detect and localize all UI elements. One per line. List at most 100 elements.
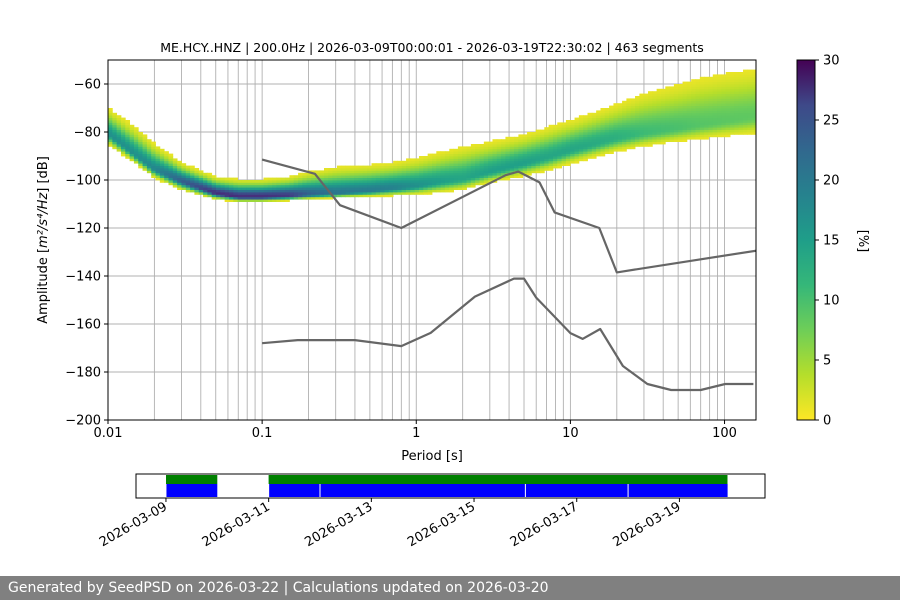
heatmap-cell: [488, 160, 493, 164]
heatmap-cell: [198, 172, 204, 176]
heatmap-cell: [216, 189, 221, 193]
heatmap-cell: [470, 168, 476, 171]
heatmap-cell: [185, 187, 191, 190]
heatmap-cell: [414, 170, 420, 174]
heatmap-cell: [151, 168, 156, 171]
heatmap-cell: [436, 177, 442, 181]
heatmap-cell: [751, 91, 756, 94]
heatmap-cell: [695, 103, 701, 106]
heatmap-cell: [596, 120, 601, 123]
heatmap-cell: [643, 124, 649, 128]
heatmap-cell: [410, 182, 416, 186]
heatmap-cell: [734, 76, 740, 80]
heatmap-cell: [250, 192, 256, 195]
heatmap-cell: [211, 192, 217, 195]
heatmap-cell: [630, 98, 636, 102]
heatmap-cell: [457, 148, 463, 152]
heatmap-cell: [587, 139, 593, 142]
heatmap-cell: [410, 165, 416, 169]
heatmap-cell: [570, 124, 575, 128]
heatmap-cell: [492, 177, 498, 181]
heatmap-cell: [613, 122, 619, 126]
heatmap-cell: [544, 163, 550, 166]
heatmap-cell: [596, 117, 601, 121]
heatmap-cell: [116, 117, 122, 121]
heatmap-cell: [289, 192, 295, 195]
heatmap-cell: [181, 163, 187, 166]
heatmap-cell: [129, 127, 135, 130]
heatmap-cell: [717, 120, 722, 123]
heatmap-cell: [492, 175, 498, 178]
heatmap-cell: [527, 146, 532, 150]
heatmap-cell: [505, 163, 511, 166]
heatmap-cell: [440, 158, 446, 162]
heatmap-cell: [198, 170, 204, 174]
heatmap-cell: [622, 108, 627, 111]
heatmap-cell: [159, 165, 165, 169]
heatmap-cell: [583, 124, 588, 128]
heatmap-cell: [272, 194, 277, 198]
heatmap-cell: [241, 192, 247, 195]
heatmap-cell: [565, 124, 571, 128]
heatmap-cell: [358, 194, 364, 198]
heatmap-cell: [682, 81, 688, 85]
heatmap-cell: [146, 144, 152, 147]
heatmap-cell: [734, 86, 740, 90]
heatmap-cell: [393, 168, 398, 171]
heatmap-cell: [509, 144, 515, 147]
heatmap-cell: [635, 98, 640, 102]
heatmap-cell: [639, 108, 645, 111]
heatmap-cell: [319, 184, 325, 188]
heatmap-cell: [725, 103, 731, 106]
heatmap-cell: [578, 117, 584, 121]
heatmap-cell: [557, 160, 562, 164]
colorbar-tick-label: 10: [823, 294, 840, 309]
colorbar-tick-label: 30: [823, 54, 840, 69]
heatmap-cell: [427, 175, 433, 178]
heatmap-cell: [743, 86, 748, 90]
heatmap-cell: [423, 182, 429, 186]
heatmap-cell: [457, 175, 463, 178]
heatmap-cell: [544, 168, 550, 171]
heatmap-cell: [319, 177, 325, 181]
heatmap-cell: [691, 93, 696, 97]
heatmap-cell: [747, 110, 753, 114]
heatmap-cell: [691, 132, 696, 135]
heatmap-cell: [216, 177, 221, 181]
heatmap-cell: [708, 88, 714, 92]
heatmap-cell: [419, 177, 424, 181]
heatmap-cell: [656, 112, 662, 116]
heatmap-cell: [483, 160, 489, 164]
heatmap-cell: [561, 163, 567, 166]
heatmap-cell: [686, 108, 692, 111]
heatmap-cell: [371, 180, 377, 183]
heatmap-cell: [600, 144, 606, 147]
heatmap-cell: [371, 187, 377, 190]
heatmap-cell: [712, 93, 718, 97]
heatmap-cell: [112, 124, 118, 128]
heatmap-cell: [673, 139, 679, 142]
heatmap-cell: [401, 165, 407, 169]
heatmap-cell: [717, 91, 722, 94]
heatmap-cell: [203, 180, 208, 183]
heatmap-cell: [518, 141, 524, 145]
heatmap-cell: [120, 141, 126, 145]
heatmap-cell: [440, 189, 446, 193]
heatmap-cell: [548, 148, 554, 152]
heatmap-cell: [604, 134, 610, 138]
heatmap-cell: [591, 112, 597, 116]
heatmap-cell: [483, 141, 489, 145]
heatmap-cell: [414, 158, 420, 162]
heatmap-cell: [211, 194, 217, 198]
heatmap-cell: [747, 93, 753, 97]
heatmap-cell: [617, 115, 623, 118]
heatmap-cell: [155, 146, 161, 150]
heatmap-cell: [120, 146, 126, 150]
heatmap-cell: [483, 177, 489, 181]
heatmap-cell: [181, 180, 187, 183]
heatmap-cell: [695, 134, 701, 138]
heatmap-cell: [686, 134, 692, 138]
heatmap-cell: [531, 153, 537, 157]
heatmap-cell: [591, 122, 597, 126]
